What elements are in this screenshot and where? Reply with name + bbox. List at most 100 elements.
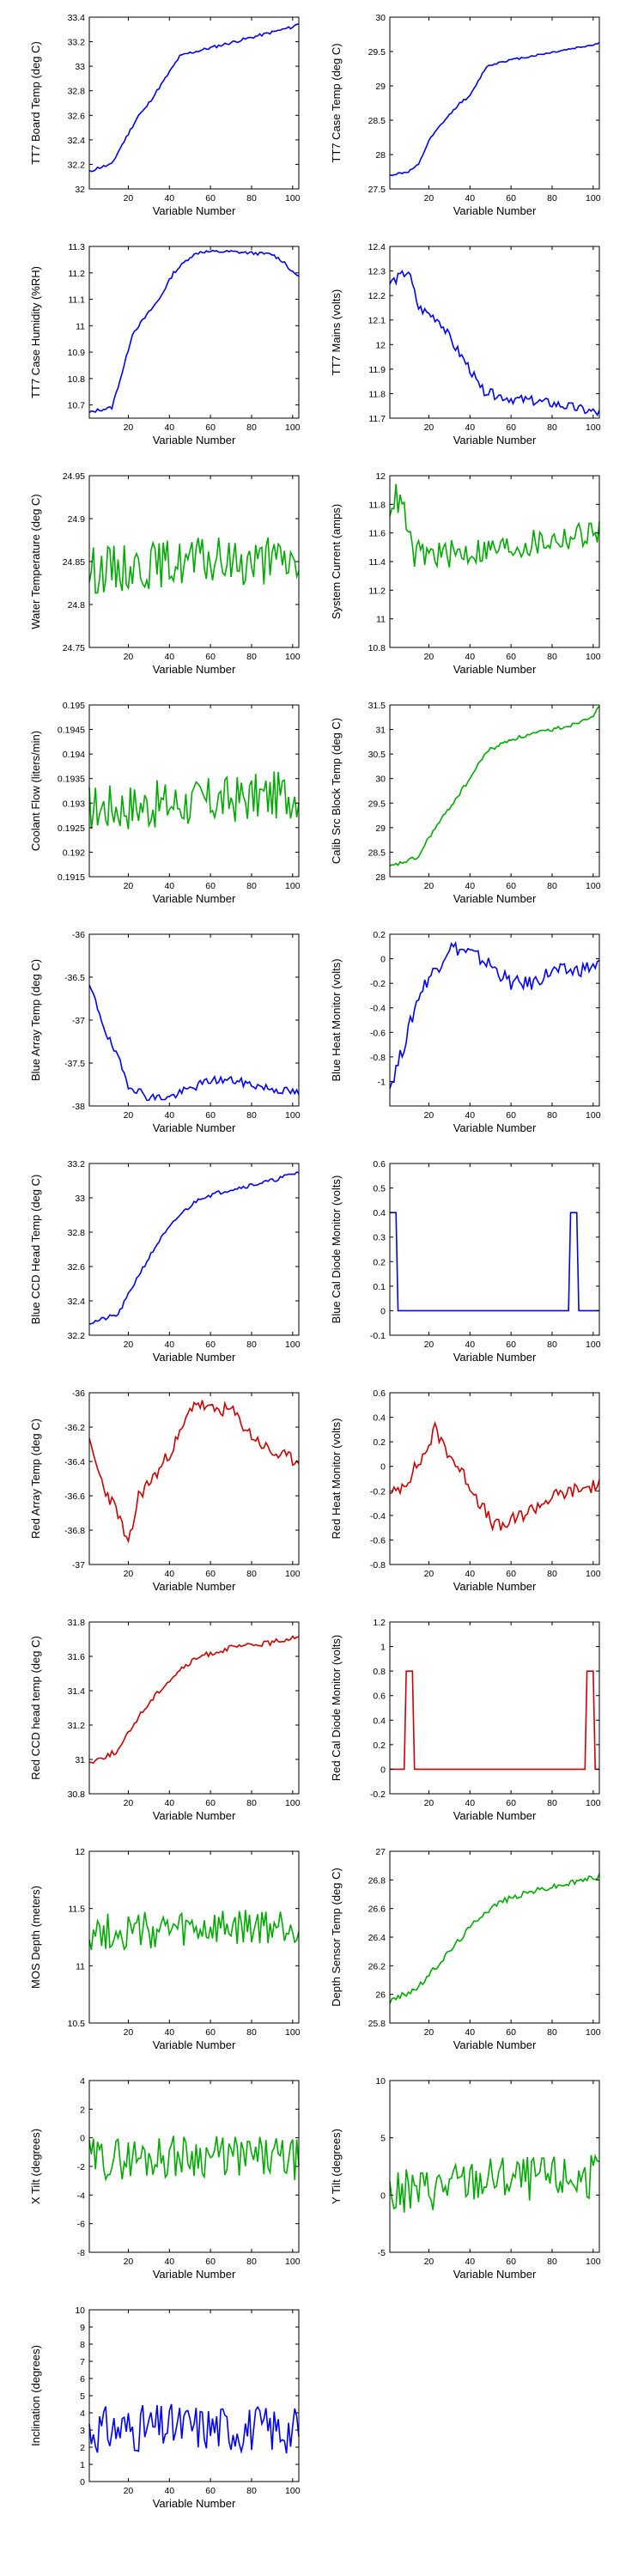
y-tick-label: 32 <box>75 185 85 195</box>
x-axis-label: Variable Number <box>453 2268 537 2281</box>
x-tick-label: 60 <box>205 1569 216 1579</box>
x-tick-label: 20 <box>124 422 134 433</box>
y-tick-label: 0.5 <box>373 1184 386 1194</box>
x-tick-label: 20 <box>124 193 134 204</box>
y-tick-label: 30 <box>375 775 386 785</box>
y-tick-label: 0 <box>80 2477 85 2488</box>
y-axis-label: Red Heat Monitor (volts) <box>330 1419 343 1540</box>
x-tick-label: 40 <box>164 1798 174 1808</box>
x-axis-label: Variable Number <box>453 204 537 217</box>
y-tick-label: -36.6 <box>64 1492 85 1502</box>
x-tick-label: 60 <box>506 1340 516 1350</box>
plot-frame <box>88 704 300 878</box>
x-tick-label: 60 <box>506 193 516 204</box>
y-tick-label: 29.5 <box>368 47 386 58</box>
y-tick-label: 11.6 <box>368 529 386 539</box>
x-axis-label: Variable Number <box>153 2268 236 2281</box>
plot-frame <box>389 2080 600 2253</box>
y-tick-label: 29 <box>375 823 386 834</box>
x-axis-label: Variable Number <box>153 1580 236 1593</box>
y-tick-label: 28.5 <box>368 116 386 126</box>
series-line <box>389 1420 600 1532</box>
y-tick-label: 31.5 <box>368 701 386 711</box>
y-tick-label: 31.6 <box>68 1652 86 1662</box>
plot-frame <box>389 704 600 878</box>
x-tick-label: 40 <box>465 1340 475 1350</box>
x-tick-label: 20 <box>424 1569 434 1579</box>
series-line <box>88 771 300 829</box>
x-tick-label: 60 <box>506 2027 516 2038</box>
y-tick-label: 33 <box>75 62 85 72</box>
x-tick-label: 80 <box>246 881 257 891</box>
y-tick-label: 29 <box>375 82 386 92</box>
x-tick-label: 80 <box>246 1110 257 1121</box>
x-tick-label: 40 <box>164 652 174 662</box>
y-tick-label: 26.2 <box>368 1961 386 1971</box>
y-tick-label: 33.2 <box>68 1159 86 1170</box>
y-tick-label: 0.1915 <box>58 872 85 883</box>
y-tick-label: 24.9 <box>68 514 86 525</box>
y-axis-label: Blue CCD Head Temp (deg C) <box>29 1175 42 1325</box>
y-tick-label: 11 <box>76 321 85 331</box>
y-axis-label: Blue Cal Diode Monitor (volts) <box>330 1176 343 1324</box>
x-tick-label: 60 <box>205 652 216 662</box>
x-tick-label: 40 <box>465 652 475 662</box>
x-tick-label: 100 <box>285 1798 301 1808</box>
y-tick-label: 10 <box>375 2076 386 2087</box>
y-tick-label: 2 <box>80 2443 85 2453</box>
x-tick-label: 40 <box>465 2257 475 2267</box>
y-tick-label: 0.2 <box>373 930 386 940</box>
x-tick-label: 40 <box>164 2027 174 2038</box>
y-tick-label: 1.2 <box>373 1618 386 1628</box>
x-tick-label: 100 <box>285 2027 301 2038</box>
plot-frame <box>389 933 600 1107</box>
series-line <box>88 984 300 1102</box>
y-tick-label: -36 <box>72 1388 85 1399</box>
y-tick-label: 1 <box>80 2460 85 2470</box>
x-tick-label: 100 <box>285 1569 301 1579</box>
series-line <box>389 483 600 569</box>
y-tick-label: -0.2 <box>370 1486 386 1497</box>
x-tick-label: 20 <box>424 1798 434 1808</box>
y-tick-label: -1 <box>378 1077 386 1087</box>
x-tick-label: 80 <box>246 193 257 204</box>
series-line <box>389 1873 600 2004</box>
x-tick-label: 100 <box>285 422 301 433</box>
x-tick-label: 100 <box>586 2257 601 2267</box>
y-tick-label: 32.4 <box>68 1297 86 1307</box>
x-tick-label: 40 <box>465 881 475 891</box>
x-tick-label: 60 <box>506 1569 516 1579</box>
x-tick-label: 40 <box>164 193 174 204</box>
x-axis-label: Variable Number <box>153 2497 236 2510</box>
x-tick-label: 40 <box>465 2027 475 2038</box>
y-tick-label: 10.8 <box>68 374 86 385</box>
x-axis-label: Variable Number <box>453 434 537 447</box>
y-tick-label: 11.2 <box>368 586 386 596</box>
series-line <box>389 269 600 416</box>
y-axis-label: TT7 Case Humidity (%RH) <box>29 266 42 398</box>
x-tick-label: 40 <box>164 1110 174 1121</box>
y-tick-label: 2 <box>80 2105 85 2115</box>
y-tick-label: 0.1935 <box>58 775 85 785</box>
x-tick-label: 20 <box>424 193 434 204</box>
x-tick-label: 20 <box>124 881 134 891</box>
x-tick-label: 100 <box>586 2027 601 2038</box>
x-tick-label: 60 <box>506 2257 516 2267</box>
series-line <box>88 1171 300 1325</box>
x-tick-label: 20 <box>124 2027 134 2038</box>
y-axis-label: Y Tilt (degrees) <box>330 2129 343 2204</box>
y-tick-label: 10.9 <box>68 348 86 358</box>
y-axis-label: Red Cal Diode Monitor (volts) <box>330 1635 343 1782</box>
series-line <box>390 1670 599 1771</box>
y-tick-label: 0.3 <box>373 1233 386 1243</box>
y-tick-label: 11.3 <box>68 242 85 252</box>
y-tick-label: 0.4 <box>373 1413 386 1424</box>
series-line <box>389 705 600 867</box>
y-tick-label: 0.2 <box>373 1257 386 1267</box>
y-tick-label: 8 <box>80 2340 85 2350</box>
